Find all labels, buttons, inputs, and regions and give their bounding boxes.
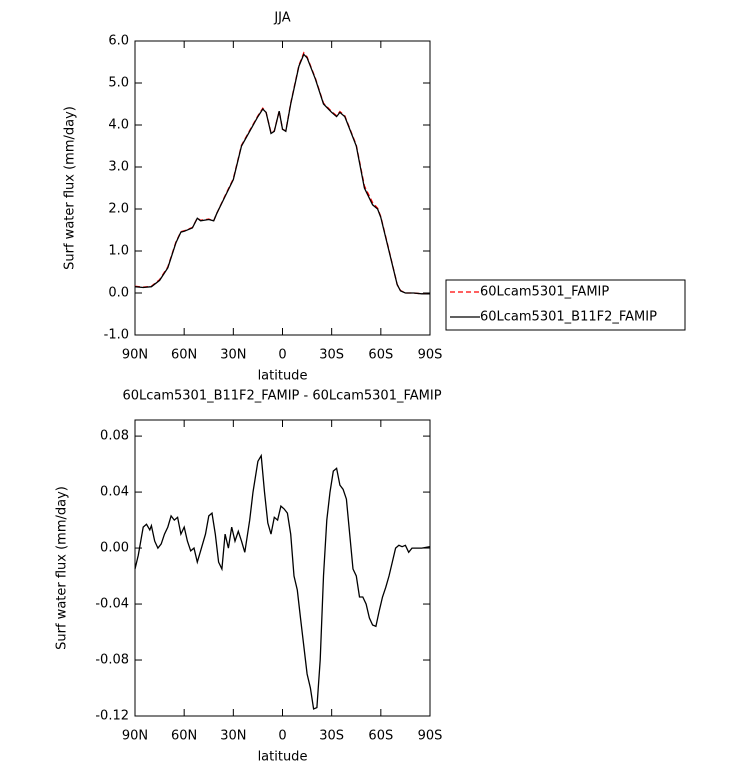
y-axis-label: Surf water flux (mm/day)	[63, 106, 78, 270]
y-tick-label: 6.0	[108, 34, 129, 49]
x-tick-label: 60N	[171, 729, 197, 744]
x-axis-label: latitude	[258, 750, 308, 765]
x-axis-label: latitude	[258, 369, 308, 384]
x-tick-label: 30N	[220, 729, 246, 744]
y-tick-label: -0.04	[95, 597, 129, 612]
y-axis-label: Surf water flux (mm/day)	[55, 486, 70, 650]
x-tick-label: 30N	[220, 348, 246, 363]
y-tick-label: 1.0	[108, 244, 129, 259]
data-line	[134, 53, 430, 295]
y-tick-label: 0.08	[100, 429, 129, 444]
x-tick-label: 90S	[418, 348, 443, 363]
legend-box	[445, 279, 686, 331]
y-tick-label: 2.0	[108, 202, 129, 217]
data-line	[134, 453, 431, 710]
plot-frame	[134, 40, 431, 336]
x-tick-label: 90N	[122, 348, 148, 363]
x-tick-label: 0	[278, 729, 286, 744]
y-tick-label: 3.0	[108, 160, 129, 175]
y-tick-label: -0.08	[95, 653, 129, 668]
plot-frame	[134, 419, 431, 717]
x-tick-label: 60N	[171, 348, 197, 363]
x-tick-label: 90S	[418, 729, 443, 744]
y-tick-label: 0.04	[100, 485, 129, 500]
y-tick-label: -1.0	[104, 328, 129, 343]
x-tick-label: 60S	[368, 729, 393, 744]
y-tick-label: 4.0	[108, 118, 129, 133]
y-tick-label: 5.0	[108, 76, 129, 91]
chart-title: 60Lcam5301_B11F2_FAMIP - 60Lcam5301_FAMI…	[122, 389, 441, 404]
y-tick-label: 0.00	[100, 541, 129, 556]
data-line	[134, 51, 430, 295]
y-tick-label: 0.0	[108, 286, 129, 301]
legend-label: 60Lcam5301_B11F2_FAMIP	[480, 310, 657, 325]
x-tick-label: 90N	[122, 729, 148, 744]
legend-label: 60Lcam5301_FAMIP	[480, 285, 609, 300]
x-tick-label: 60S	[368, 348, 393, 363]
chart-title: JJA	[273, 11, 290, 26]
y-tick-label: -0.12	[95, 709, 129, 724]
x-tick-label: 0	[278, 348, 286, 363]
x-tick-label: 30S	[319, 729, 344, 744]
x-tick-label: 30S	[319, 348, 344, 363]
